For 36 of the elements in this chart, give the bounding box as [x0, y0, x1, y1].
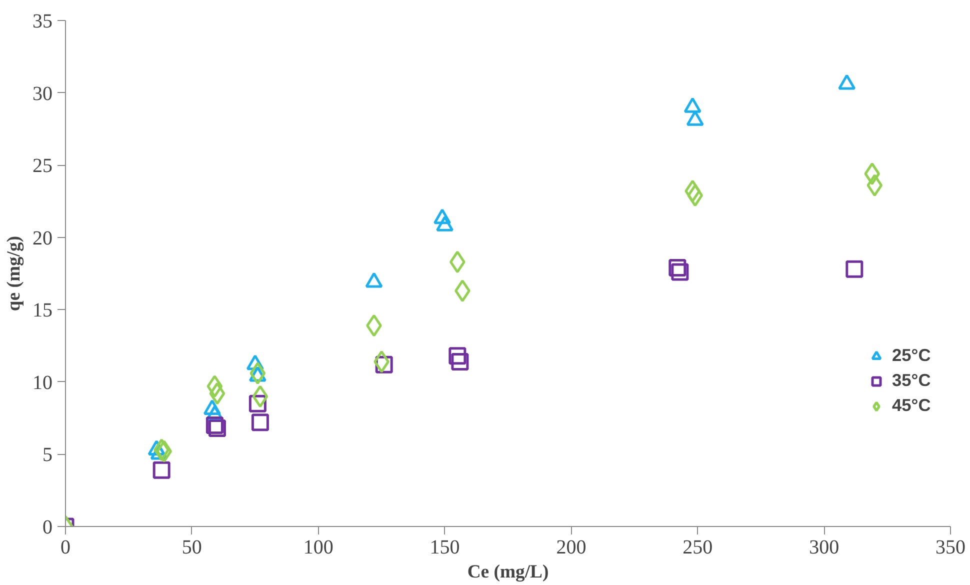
- x-tick-label: 300: [809, 536, 840, 558]
- point: [864, 162, 880, 185]
- y-tick-label: 25: [32, 155, 52, 178]
- x-axis-title: Ce (mg/L): [467, 562, 549, 582]
- point: [448, 347, 466, 365]
- point: [866, 174, 883, 197]
- y-tick-label: 10: [32, 372, 52, 394]
- legend-label: 25°C: [892, 345, 931, 366]
- x-tick-label: 100: [303, 536, 334, 558]
- y-tick-label: 30: [32, 82, 52, 105]
- point: [252, 385, 268, 408]
- y-tick-label: 35: [32, 10, 52, 32]
- y-tick-label: 15: [32, 300, 52, 322]
- x-tick-label: 0: [60, 536, 70, 558]
- point: [671, 263, 689, 281]
- y-axis-title: qe (mg/g): [4, 236, 24, 312]
- legend-label: 45°C: [892, 395, 931, 416]
- point: [152, 461, 170, 479]
- y-tick-label: 20: [32, 227, 52, 250]
- point: [156, 440, 172, 463]
- x-tick-label: 350: [936, 536, 966, 558]
- point: [668, 258, 686, 276]
- x-tick-label: 50: [182, 536, 202, 558]
- y-tick-label: 0: [42, 516, 52, 538]
- point: [206, 375, 223, 398]
- point: [250, 362, 266, 385]
- point: [451, 352, 469, 370]
- point: [251, 414, 269, 432]
- point: [209, 382, 226, 405]
- point: [687, 184, 704, 207]
- point: [846, 260, 864, 278]
- y-tick-label: 5: [42, 444, 52, 466]
- legend-label: 35°C: [892, 370, 931, 391]
- x-tick-label: 200: [556, 536, 586, 558]
- x-tick-label: 150: [430, 536, 460, 558]
- x-tick-label: 250: [682, 536, 713, 558]
